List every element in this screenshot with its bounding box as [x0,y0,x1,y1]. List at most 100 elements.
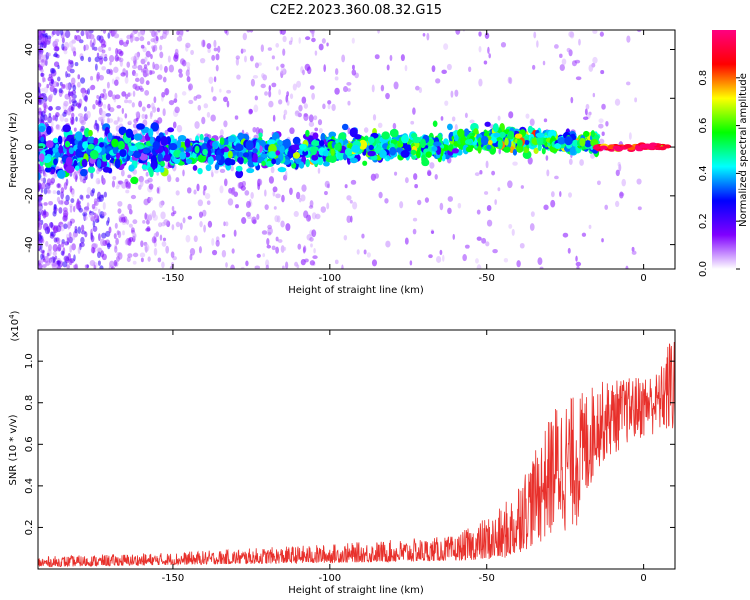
spectrogram-noise-cell [83,208,88,214]
spectrogram-noise-cell [366,252,371,258]
spectrogram-noise-cell [487,46,490,54]
spectrogram-ticks: -150 -100 -50 0 -40 -20 0 20 40 [24,30,675,284]
spectrogram-band-cell [658,146,667,151]
spectrogram-noise-cell [97,260,101,266]
spectrogram-noise-cell [54,38,60,43]
spectrogram-noise-cell [144,89,150,96]
spectrogram-noise-cell [68,41,74,48]
spectrogram-noise-cell [185,30,190,32]
spectrogram-noise-cell [130,56,136,61]
spectrogram-noise-cell [305,36,311,41]
spectrogram-noise-cell [187,215,193,220]
spectrogram-noise-cell [149,70,156,75]
spectrogram-noise-cell [180,58,186,65]
spectrogram-noise-cell [113,120,119,125]
spectrogram-noise-cell [145,171,149,177]
spectrogram-noise-cell [38,92,41,97]
spectrogram-noise-cell [109,30,112,34]
spectrogram-noise-cell [38,194,43,200]
spectrogram-band-cell [460,136,467,146]
spectrogram-noise-cell [95,169,100,175]
colorbar-tick-label: 0.8 [698,70,709,86]
spectrogram-noise-cell [539,266,544,269]
spectrogram-noise-cell [262,253,266,258]
spectrogram-noise-cell [326,42,329,47]
spectrogram-noise-cell [78,207,83,213]
spectrogram-noise-cell [311,37,316,43]
spectrogram-noise-cell [266,238,270,246]
spectrogram-noise-cell [40,72,45,77]
spectrogram-band-cell [401,134,410,144]
spectrogram-noise-cell [562,232,569,238]
spectrogram-noise-cell [53,204,57,212]
snr-y-scale-label: (x104) [8,310,21,341]
spectrogram-band-cell [330,147,335,157]
spectrogram-noise-cell [90,75,94,81]
spectrogram-band-cell [151,160,157,168]
spectrogram-noise-cell [150,53,153,60]
spectrogram-noise-cell [100,250,105,258]
spectrogram-noise-cell [250,78,256,87]
spectrogram-band-cell [317,157,324,166]
spectrogram-band-cell [139,152,148,161]
spectrogram-noise-cell [53,61,60,68]
spectrogram-noise-cell [349,199,353,204]
spectrogram-noise-cell [52,244,58,252]
spectrogram-band-cell [128,145,138,152]
spectrogram-noise-cell [264,91,269,96]
spectrogram-noise-cell [427,169,432,177]
spectrogram-noise-cell [147,256,151,262]
spectrogram-noise-cell [158,201,164,209]
spectrogram-noise-cell [430,230,435,235]
spectrogram-noise-cell [202,39,205,48]
spectrogram-band-cell [93,137,99,145]
spectrogram-noise-cell [615,200,620,208]
spectrogram-noise-cell [150,110,153,118]
spectrogram-band-cell [646,145,655,150]
spectrogram-noise-cell [115,237,119,245]
spectrogram-noise-cell [134,25,137,30]
spectrogram-noise-cell [114,79,119,86]
spectrogram-noise-cell [83,106,88,112]
spectrogram-noise-cell [117,208,122,214]
spectrogram-noise-cell [63,255,70,262]
spectrogram-noise-cell [399,201,404,209]
spectrogram-noise-cell [497,115,501,121]
spectrogram-band-cell [493,132,501,138]
spectrogram-noise-cell [592,56,598,64]
spectrogram-noise-cell [50,177,56,184]
spectrogram-noise-cell [45,260,51,266]
spectrogram-noise-cell [103,22,108,29]
spectrogram-noise-cell [426,32,430,41]
spectrogram-noise-cell [147,177,153,183]
spectrogram-noise-cell [113,33,120,39]
spectrogram-noise-cell [38,63,41,68]
spectrogram-noise-cell [52,251,57,256]
spectrogram-band-cell [136,123,145,130]
spectrogram-noise-cell [457,202,462,209]
spectrogram-band-cell [107,132,113,141]
spectrogram-band-cell [77,140,85,150]
spectrogram-noise-cell [246,30,251,33]
spectrogram-noise-cell [553,44,559,49]
spectrogram-noise-cell [38,53,43,60]
spectrogram-noise-cell [309,30,316,34]
spectrogram-noise-cell [73,171,77,180]
spectrogram-band-cell [344,147,353,156]
spectrogram-noise-cell [120,169,125,177]
spectrogram-noise-cell [65,194,70,202]
spectrogram-noise-cell [111,78,115,85]
spectrogram-noise-cell [579,159,584,166]
spectrogram-noise-cell [58,88,63,94]
spectrogram-noise-cell [110,266,115,269]
spectrogram-noise-cell [128,120,132,124]
spectrogram-band-cell [354,134,362,140]
spectrogram-noise-cell [161,241,167,247]
spectrogram-noise-cell [108,54,115,63]
spectrogram-band-cell [237,156,244,164]
spectrogram-band-cell [202,148,208,156]
spectrogram-band-cell [52,137,59,144]
spectrogram-noise-cell [545,155,549,161]
spectrogram-noise-cell [321,38,326,44]
spectrogram-x-tick-label: -50 [479,273,495,284]
